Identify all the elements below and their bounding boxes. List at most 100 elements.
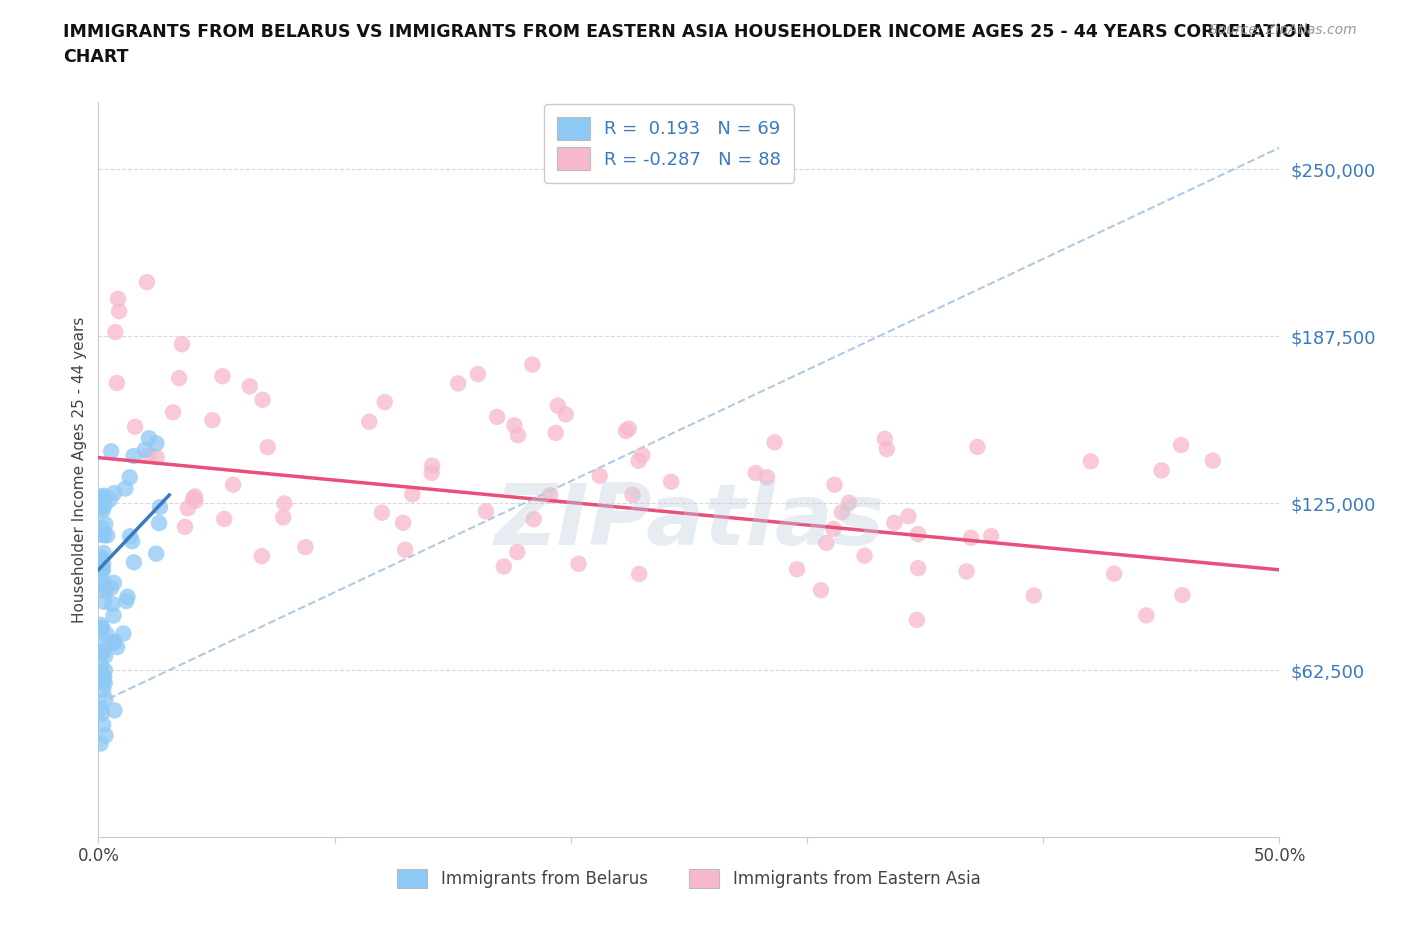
Point: [138, 448, 160, 463]
Point: [145, 436, 167, 451]
Point: [90, 550, 112, 565]
Point: [475, 504, 498, 519]
Point: [115, 593, 138, 608]
Point: [250, 549, 273, 564]
Point: [91, 645, 114, 660]
Point: [105, 376, 128, 391]
Point: [392, 515, 415, 530]
Point: [90, 631, 112, 645]
Point: [91, 706, 114, 721]
Point: [1080, 454, 1102, 469]
Point: [239, 379, 262, 393]
Point: [162, 405, 184, 419]
Point: [1135, 608, 1157, 623]
Point: [100, 580, 122, 595]
Point: [93, 527, 115, 542]
Point: [447, 376, 470, 391]
Point: [103, 634, 125, 649]
Point: [547, 398, 569, 413]
Point: [121, 534, 143, 549]
Point: [103, 636, 125, 651]
Point: [90, 701, 112, 716]
Point: [104, 325, 127, 339]
Point: [256, 440, 278, 455]
Point: [118, 529, 141, 544]
Legend: Immigrants from Belarus, Immigrants from Eastern Asia: Immigrants from Belarus, Immigrants from…: [391, 862, 987, 895]
Point: [744, 466, 766, 481]
Point: [100, 444, 122, 458]
Point: [617, 421, 640, 436]
Point: [91, 495, 114, 510]
Point: [90, 521, 112, 536]
Point: [93, 670, 115, 684]
Point: [90, 658, 112, 673]
Point: [755, 470, 778, 485]
Point: [90, 621, 112, 636]
Point: [93, 546, 115, 561]
Point: [201, 413, 224, 428]
Point: [117, 590, 139, 604]
Point: [93, 676, 115, 691]
Point: [145, 546, 167, 561]
Point: [1022, 588, 1045, 603]
Point: [506, 428, 529, 443]
Point: [114, 481, 136, 496]
Text: Source: ZipAtlas.com: Source: ZipAtlas.com: [1209, 23, 1357, 37]
Point: [907, 526, 929, 541]
Point: [420, 458, 443, 473]
Point: [93, 498, 115, 512]
Point: [91, 503, 114, 518]
Point: [91, 573, 114, 588]
Point: [90, 527, 112, 542]
Point: [91, 561, 114, 576]
Point: [506, 545, 529, 560]
Point: [980, 528, 1002, 543]
Point: [359, 414, 381, 429]
Point: [621, 487, 644, 502]
Point: [627, 453, 650, 468]
Point: [90, 489, 112, 504]
Text: ZIPatlas: ZIPatlas: [494, 480, 884, 563]
Point: [567, 556, 589, 571]
Text: CHART: CHART: [63, 48, 129, 66]
Point: [1170, 438, 1192, 453]
Point: [589, 469, 612, 484]
Point: [522, 357, 544, 372]
Point: [91, 683, 114, 698]
Point: [101, 596, 124, 611]
Point: [124, 419, 146, 434]
Point: [222, 477, 245, 492]
Point: [96, 627, 118, 642]
Text: IMMIGRANTS FROM BELARUS VS IMMIGRANTS FROM EASTERN ASIA HOUSEHOLDER INCOME AGES : IMMIGRANTS FROM BELARUS VS IMMIGRANTS FR…: [63, 23, 1312, 41]
Point: [94, 663, 117, 678]
Point: [181, 491, 204, 506]
Point: [907, 561, 929, 576]
Point: [1150, 463, 1173, 478]
Point: [93, 488, 115, 503]
Point: [897, 509, 920, 524]
Point: [659, 474, 682, 489]
Point: [108, 304, 131, 319]
Point: [177, 501, 200, 516]
Point: [492, 559, 515, 574]
Point: [212, 512, 235, 526]
Point: [93, 594, 115, 609]
Point: [94, 692, 117, 707]
Point: [815, 536, 838, 551]
Point: [149, 499, 172, 514]
Point: [1202, 453, 1225, 468]
Point: [1171, 588, 1194, 603]
Y-axis label: Householder Income Ages 25 - 44 years: Householder Income Ages 25 - 44 years: [72, 316, 87, 623]
Point: [103, 703, 125, 718]
Point: [91, 644, 114, 658]
Point: [955, 564, 977, 578]
Point: [211, 369, 233, 384]
Point: [112, 626, 135, 641]
Point: [138, 431, 160, 445]
Point: [93, 673, 115, 688]
Point: [467, 366, 489, 381]
Point: [831, 505, 853, 520]
Point: [94, 517, 117, 532]
Point: [883, 515, 905, 530]
Point: [823, 522, 845, 537]
